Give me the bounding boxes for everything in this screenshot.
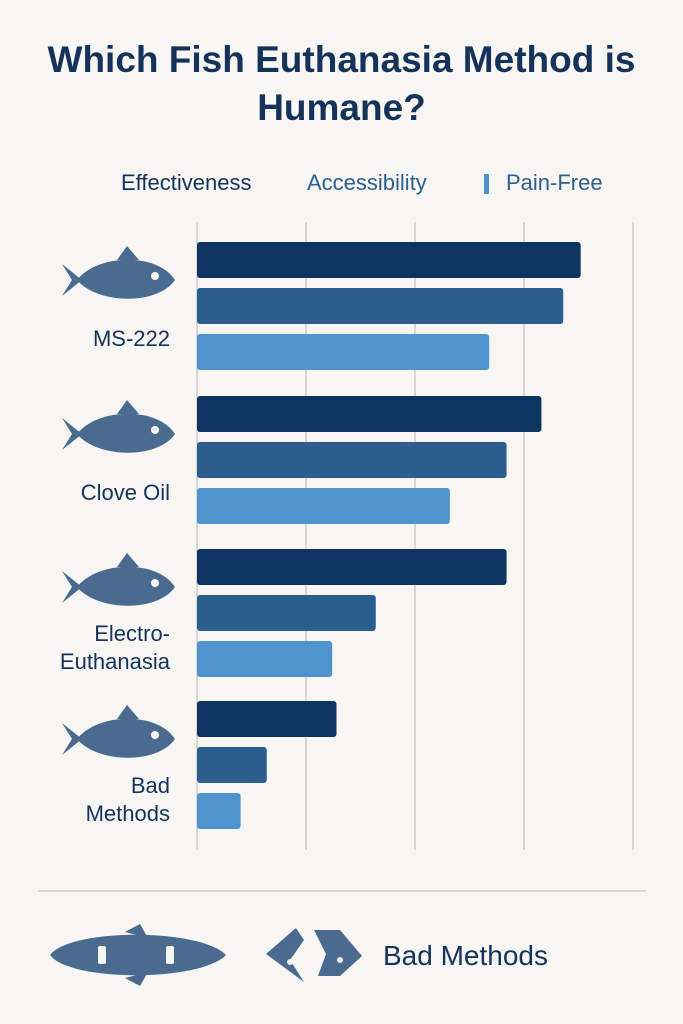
bar-ms-222-effectiveness xyxy=(197,242,581,278)
fish-icon xyxy=(62,400,175,453)
bar-bad-methods-effectiveness xyxy=(197,701,337,737)
legend-pain-free-swatch xyxy=(484,174,489,194)
legend-pain-free: Pain-Free xyxy=(506,170,603,195)
bar-clove-oil-accessibility xyxy=(197,442,507,478)
legend-effectiveness: Effectiveness xyxy=(121,170,252,195)
footer-label: Bad Methods xyxy=(383,940,548,971)
bar-electro-euthanasia-accessibility xyxy=(197,595,376,631)
bar-ms-222-accessibility xyxy=(197,288,564,324)
bar-clove-oil-pain-free xyxy=(197,488,450,524)
category-label-clove-oil: Clove Oil xyxy=(81,480,170,505)
bar-ms-222-pain-free xyxy=(197,334,490,370)
bar-bad-methods-accessibility xyxy=(197,747,267,783)
fish-pieces-icon xyxy=(266,928,362,982)
bar-electro-euthanasia-pain-free xyxy=(197,641,333,677)
fish-icon xyxy=(62,553,175,606)
bar-chart: MS-222 Clove Oil Electro-Euthanasia Bad Meth… xyxy=(60,222,634,850)
footer-divider xyxy=(38,890,646,892)
bar-electro-euthanasia-effectiveness xyxy=(197,549,507,585)
chart-title-text: Which Fish Euthanasia Method is Humane? xyxy=(47,39,636,128)
category-label-bad-methods: Bad Methods xyxy=(86,773,170,826)
bar-bad-methods-pain-free xyxy=(197,793,241,829)
category-label-ms-222: MS-222 xyxy=(93,326,170,351)
fish-icon xyxy=(62,246,175,299)
legend-accessibility: Accessibility xyxy=(307,170,427,195)
category-label-electro-euthanasia: Electro-Euthanasia xyxy=(60,621,171,674)
chart-title: Which Fish Euthanasia Method is Humane? xyxy=(0,36,683,132)
fish-silhouette-icon xyxy=(50,924,226,986)
fish-icon xyxy=(62,705,175,758)
footer-icons xyxy=(50,924,362,986)
bar-clove-oil-effectiveness xyxy=(197,396,542,432)
